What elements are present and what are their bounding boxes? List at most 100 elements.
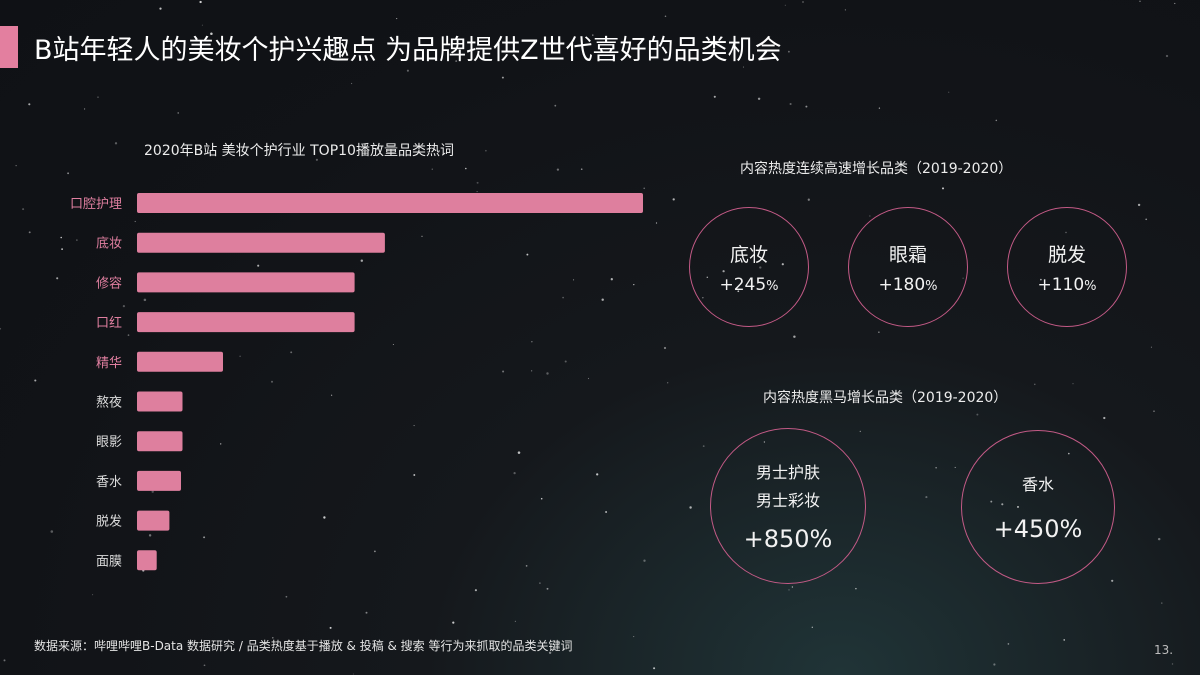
star-dot [50,530,54,533]
star-dot [993,663,996,666]
star-dot [531,370,533,372]
star-dot [452,621,455,624]
star-dot [663,346,667,350]
star-dot [610,278,613,281]
star-dot [143,298,147,302]
star-dot [28,231,31,234]
star-dot [784,4,786,6]
star-dot [203,536,206,539]
star-dot [1063,639,1066,641]
star-dot [290,351,293,354]
star-dot [844,9,847,11]
star-dot [122,304,126,308]
star-dot [413,425,415,427]
star-dot [97,96,99,98]
bar-label-3: 修容 [96,275,122,291]
star-dot [546,372,549,375]
growth-circle-3: 脱发 +110% [1007,207,1127,327]
star-dot [976,413,979,416]
star-dot [413,474,416,476]
star-dot [1137,203,1141,207]
star-dot [323,516,326,519]
growth-circle-value: +245% [719,274,779,295]
star-dot [995,119,998,122]
star-dot [540,497,543,500]
star-dot [476,181,479,184]
star-dot [159,7,162,10]
star-dot [203,664,206,667]
star-dot [502,370,505,373]
star-dot [573,279,575,281]
star-dot [554,104,557,107]
star-dot [702,445,705,447]
star-dot [151,490,154,493]
star-dot [177,112,179,114]
star-dot [127,334,130,336]
bar-label-7: 眼影 [96,435,122,450]
star-dot [539,582,541,584]
star-dot [272,637,274,639]
star-dot [315,158,318,161]
star-dot [285,595,288,598]
star-dot [643,559,646,562]
star-dot [34,379,37,382]
star-dot [747,57,750,60]
star-dot [287,639,290,642]
dark-horse-label-1: 男士护肤 [755,463,820,482]
bar-label-9: 脱发 [96,514,122,530]
star-dot [802,1,804,3]
star-dot [601,298,604,301]
bar-label-1: 口腔护理 [70,197,122,212]
star-dot [1171,663,1174,665]
bar-label-2: 底妆 [96,236,122,252]
star-dot [67,172,69,175]
star-dot [633,284,635,286]
star-dot [3,659,6,662]
star-dot [15,165,17,167]
growth-circle-2: 眼霜 +180% [848,207,968,327]
star-dot [352,673,354,675]
bar-label-5: 精华 [96,356,122,371]
star-dot [941,187,945,190]
star-dot [476,191,478,193]
title-accent-bar [0,26,18,68]
star-dot [596,473,599,476]
star-dot [148,534,152,537]
chart-title: 2020年B站 美妆个护行业 TOP10播放量品类热词 [144,143,454,159]
star-dot [925,496,928,499]
star-dot [1072,383,1074,385]
star-dot [485,149,487,152]
star-dot [643,187,645,190]
star-dot [605,511,608,513]
bar-4 [137,312,355,333]
growth-circle-value: +110% [1037,274,1097,295]
star-dot [811,626,813,628]
star-dot [805,105,808,108]
star-dot [60,236,62,239]
star-dot [22,208,25,211]
star-dot [564,360,567,363]
star-dot [869,215,871,217]
star-dot [592,34,594,36]
growth-circle-label: 脱发 [1047,243,1086,266]
star-dot [1161,602,1163,604]
star-dot [653,667,656,670]
star-dot [556,168,560,171]
bar-label-6: 熬夜 [96,395,122,411]
star-dot [406,69,409,72]
data-source-note: 数据来源：哔哩哔哩B-Data 数据研究 / 品类热度基于播放 & 投稿 & 搜… [34,639,573,653]
star-dot [329,626,332,629]
star-dot [526,253,529,256]
star-dot [672,198,675,201]
bar-10 [137,550,157,571]
star-dot [788,589,790,591]
bar-2 [137,232,385,253]
star-dot [220,443,222,445]
dark-horse-section-title: 内容热度黑马增长品类（2019-2020） [763,390,1008,406]
star-dot [525,565,528,567]
star-dot [859,430,862,433]
star-dot [239,355,241,357]
star-dot [421,235,423,237]
bar-9 [137,510,170,531]
bar-5 [137,351,223,372]
